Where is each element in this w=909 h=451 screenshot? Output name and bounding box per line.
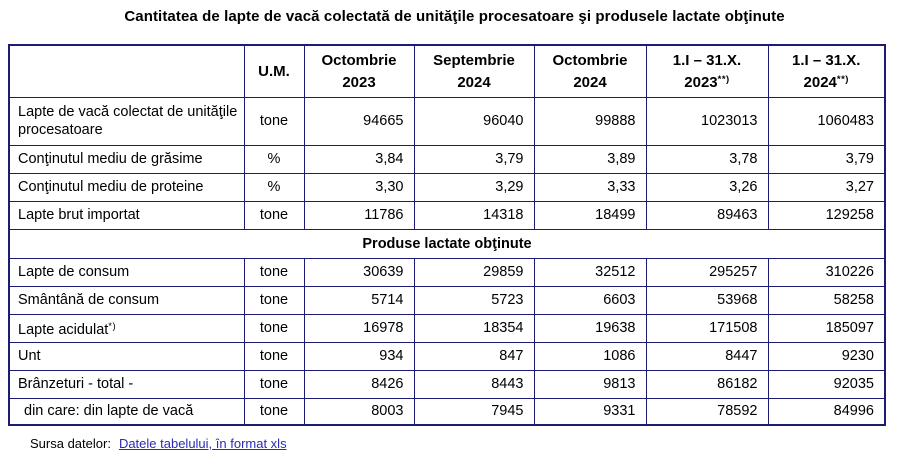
- value-cell: 1086: [533, 341, 647, 371]
- col-header-cum-2024: 1.I – 31.X. 2024**): [767, 44, 886, 98]
- value-cell: 16978: [303, 313, 415, 343]
- value-cell: 3,33: [533, 172, 647, 202]
- value-cell: 29859: [413, 257, 535, 287]
- value-cell: 3,89: [533, 144, 647, 174]
- value-cell: 3,29: [413, 172, 535, 202]
- row-label: Brânzeturi - total -: [8, 369, 245, 399]
- value-cell: 18499: [533, 200, 647, 230]
- page-title: Cantitatea de lapte de vacă colectată de…: [124, 8, 785, 25]
- value-cell: 84996: [767, 397, 886, 426]
- footer-link[interactable]: Datele tabelului, în format xls: [118, 436, 287, 451]
- col-header-oct-2023: Octombrie 2023: [303, 44, 415, 98]
- value-cell: 9230: [767, 341, 886, 371]
- row-label: Lapte acidulat*): [8, 313, 245, 343]
- value-cell: 129258: [767, 200, 886, 230]
- corner-cell: [8, 44, 245, 98]
- value-cell: 89463: [645, 200, 769, 230]
- value-cell: 310226: [767, 257, 886, 287]
- value-cell: 5714: [303, 285, 415, 315]
- row-label: Smântână de consum: [8, 285, 245, 315]
- value-cell: 7945: [413, 397, 535, 426]
- value-cell: 14318: [413, 200, 535, 230]
- value-cell: 92035: [767, 369, 886, 399]
- row-label: din care: din lapte de vacă: [8, 397, 245, 426]
- col-header-sep-2024: Septembrie 2024: [413, 44, 535, 98]
- table-row: Brânzeturi - total - tone 8426 8443 9813…: [8, 369, 886, 399]
- value-cell: 86182: [645, 369, 769, 399]
- value-cell: 3,84: [303, 144, 415, 174]
- row-label: Conţinutul mediu de proteine: [8, 172, 245, 202]
- value-cell: 8003: [303, 397, 415, 426]
- value-cell: 78592: [645, 397, 769, 426]
- value-cell: 8426: [303, 369, 415, 399]
- value-cell: 295257: [645, 257, 769, 287]
- table-row: din care: din lapte de vacă tone 8003 79…: [8, 397, 886, 426]
- section-header-row: Produse lactate obţinute: [8, 228, 886, 259]
- um-cell: %: [243, 144, 305, 174]
- um-cell: tone: [243, 285, 305, 315]
- value-cell: 8443: [413, 369, 535, 399]
- value-cell: 99888: [533, 96, 647, 146]
- col-header-um: U.M.: [243, 44, 305, 98]
- value-cell: 1023013: [645, 96, 769, 146]
- table-row: Unt tone 934 847 1086 8447 9230: [8, 341, 886, 371]
- value-cell: 9813: [533, 369, 647, 399]
- um-cell: %: [243, 172, 305, 202]
- table-row: Conţinutul mediu de grăsime % 3,84 3,79 …: [8, 144, 886, 174]
- table-header-row: U.M. Octombrie 2023 Septembrie 2024 Octo…: [8, 44, 886, 98]
- value-cell: 18354: [413, 313, 535, 343]
- footer-source-text: Sursa datelor:: [30, 436, 111, 451]
- document-page: Cantitatea de lapte de vacă colectată de…: [0, 8, 909, 451]
- value-cell: 96040: [413, 96, 535, 146]
- table-row: Lapte acidulat*) tone 16978 18354 19638 …: [8, 313, 886, 343]
- value-cell: 11786: [303, 200, 415, 230]
- um-cell: tone: [243, 96, 305, 146]
- value-cell: 9331: [533, 397, 647, 426]
- row-label: Lapte de vacă colectat de unităţile proc…: [8, 96, 245, 146]
- value-cell: 185097: [767, 313, 886, 343]
- section-header: Produse lactate obţinute: [8, 228, 886, 259]
- um-cell: tone: [243, 369, 305, 399]
- value-cell: 6603: [533, 285, 647, 315]
- value-cell: 19638: [533, 313, 647, 343]
- row-label: Unt: [8, 341, 245, 371]
- value-cell: 3,79: [413, 144, 535, 174]
- col-header-cum-2023: 1.I – 31.X. 2023**): [645, 44, 769, 98]
- value-cell: 94665: [303, 96, 415, 146]
- value-cell: 3,78: [645, 144, 769, 174]
- table-row: Lapte brut importat tone 11786 14318 184…: [8, 200, 886, 230]
- um-cell: tone: [243, 257, 305, 287]
- value-cell: 171508: [645, 313, 769, 343]
- row-label: Lapte de consum: [8, 257, 245, 287]
- table-row: Smântână de consum tone 5714 5723 6603 5…: [8, 285, 886, 315]
- row-label: Conţinutul mediu de grăsime: [8, 144, 245, 174]
- value-cell: 847: [413, 341, 535, 371]
- value-cell: 5723: [413, 285, 535, 315]
- value-cell: 8447: [645, 341, 769, 371]
- table-row: Conţinutul mediu de proteine % 3,30 3,29…: [8, 172, 886, 202]
- value-cell: 58258: [767, 285, 886, 315]
- value-cell: 32512: [533, 257, 647, 287]
- col-header-oct-2024: Octombrie 2024: [533, 44, 647, 98]
- um-cell: tone: [243, 397, 305, 426]
- milk-data-table: U.M. Octombrie 2023 Septembrie 2024 Octo…: [8, 44, 886, 426]
- value-cell: 3,26: [645, 172, 769, 202]
- table-row: Lapte de vacă colectat de unităţile proc…: [8, 96, 886, 146]
- table-row: Lapte de consum tone 30639 29859 32512 2…: [8, 257, 886, 287]
- um-cell: tone: [243, 200, 305, 230]
- value-cell: 3,79: [767, 144, 886, 174]
- value-cell: 30639: [303, 257, 415, 287]
- um-cell: tone: [243, 313, 305, 343]
- value-cell: 3,30: [303, 172, 415, 202]
- um-cell: tone: [243, 341, 305, 371]
- value-cell: 1060483: [767, 96, 886, 146]
- value-cell: 3,27: [767, 172, 886, 202]
- footer-note: Sursa datelor: Datele tabelului, în forma…: [30, 436, 287, 451]
- row-label: Lapte brut importat: [8, 200, 245, 230]
- value-cell: 934: [303, 341, 415, 371]
- value-cell: 53968: [645, 285, 769, 315]
